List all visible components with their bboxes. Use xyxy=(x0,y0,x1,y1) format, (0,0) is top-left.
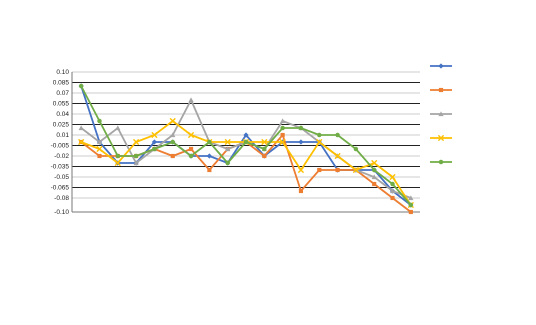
series-3-point-14 xyxy=(334,152,341,160)
series-3-point-0 xyxy=(78,138,85,146)
series-1-point-7 xyxy=(207,167,212,173)
series-3-point-8 xyxy=(224,138,231,146)
series-0-point-7 xyxy=(206,153,212,159)
series-1-point-12 xyxy=(298,188,304,194)
series-4-point-14 xyxy=(335,132,340,138)
series-2-point-2 xyxy=(115,125,121,131)
series-2-point-0 xyxy=(78,125,84,131)
series-2-point-1 xyxy=(96,139,103,145)
y-tick-label-0: 0.10 xyxy=(56,69,69,76)
series-4-point-8 xyxy=(225,160,230,166)
series-1-point-18 xyxy=(408,209,413,215)
y-tick-label-6: 0.01 xyxy=(56,132,69,139)
series-4-point-6 xyxy=(188,153,194,159)
series-4-point-12 xyxy=(298,125,304,131)
y-tick-label-11: -0.065 xyxy=(51,185,70,192)
series-1-point-16 xyxy=(372,181,377,187)
series-3-point-16 xyxy=(371,159,378,167)
series-1-point-13 xyxy=(317,167,322,173)
series-1-point-10 xyxy=(262,153,267,159)
legend-marker-4 xyxy=(438,159,444,165)
y-tick-label-5: 0.025 xyxy=(53,122,70,129)
series-0-point-4 xyxy=(151,139,158,145)
series-1-line xyxy=(80,133,412,213)
series-3-point-4 xyxy=(151,131,158,139)
legend-marker-1 xyxy=(438,87,444,93)
series-1-point-5 xyxy=(170,153,175,159)
y-tick-label-10: -0.05 xyxy=(54,174,69,181)
series-4-point-15 xyxy=(353,146,359,152)
series-2-point-11 xyxy=(280,118,286,124)
series-2-point-17 xyxy=(389,188,396,194)
y-tick-label-13: -0.10 xyxy=(54,209,69,216)
y-tick-label-12: -0.08 xyxy=(54,195,69,202)
series-4-point-4 xyxy=(152,146,157,152)
series-4-point-2 xyxy=(115,153,120,159)
legend-marker-0 xyxy=(438,63,444,69)
series-2-point-8 xyxy=(225,146,231,152)
series-4-point-7 xyxy=(207,139,212,145)
series-2-point-6 xyxy=(188,97,194,103)
series-0-point-12 xyxy=(298,139,304,145)
series-3-point-6 xyxy=(187,131,195,139)
y-tick-label-8: -0.02 xyxy=(54,153,69,160)
y-tick-label-9: -0.035 xyxy=(51,164,70,171)
series-1-point-11 xyxy=(280,132,285,138)
series-4-point-5 xyxy=(170,139,175,145)
series-2-point-5 xyxy=(170,132,176,138)
series-4-point-3 xyxy=(133,153,139,159)
series-4-point-16 xyxy=(372,167,377,173)
y-tick-label-7: -0.005 xyxy=(51,143,70,150)
series-4-point-10 xyxy=(262,146,267,152)
y-tick-label-2: 0.07 xyxy=(56,90,69,97)
y-tick-label-3: 0.055 xyxy=(53,101,70,108)
series-3-point-17 xyxy=(389,173,396,181)
series-1-point-1 xyxy=(97,153,102,159)
series-3-point-2 xyxy=(114,159,121,167)
series-0-point-9 xyxy=(243,132,249,138)
legend-marker-3 xyxy=(437,134,445,142)
y-tick-label-4: 0.04 xyxy=(56,111,69,118)
series-3-point-11 xyxy=(279,138,286,146)
series-1-point-17 xyxy=(390,195,395,201)
series-3-point-15 xyxy=(352,166,359,174)
series-1-point-14 xyxy=(335,167,340,173)
series-3-point-3 xyxy=(133,138,140,146)
series-3-point-5 xyxy=(169,117,176,125)
series-2-point-16 xyxy=(371,174,377,180)
series-4-point-13 xyxy=(317,132,322,138)
series-1-point-6 xyxy=(188,146,194,152)
series-4-point-17 xyxy=(390,181,395,187)
series-2-point-18 xyxy=(408,195,414,201)
series-4-point-9 xyxy=(243,139,249,145)
legend-marker-2 xyxy=(438,111,444,117)
series-3-point-10 xyxy=(261,138,268,146)
series-3-point-12 xyxy=(297,166,305,174)
series-3-point-13 xyxy=(316,138,323,146)
series-3-point-1 xyxy=(96,145,103,153)
series-4-point-1 xyxy=(97,118,102,124)
series-4-point-0 xyxy=(78,83,84,89)
y-tick-label-1: 0.085 xyxy=(53,80,70,87)
series-2-point-3 xyxy=(133,160,139,166)
series-4-point-18 xyxy=(408,202,414,208)
series-4-point-11 xyxy=(280,125,285,131)
